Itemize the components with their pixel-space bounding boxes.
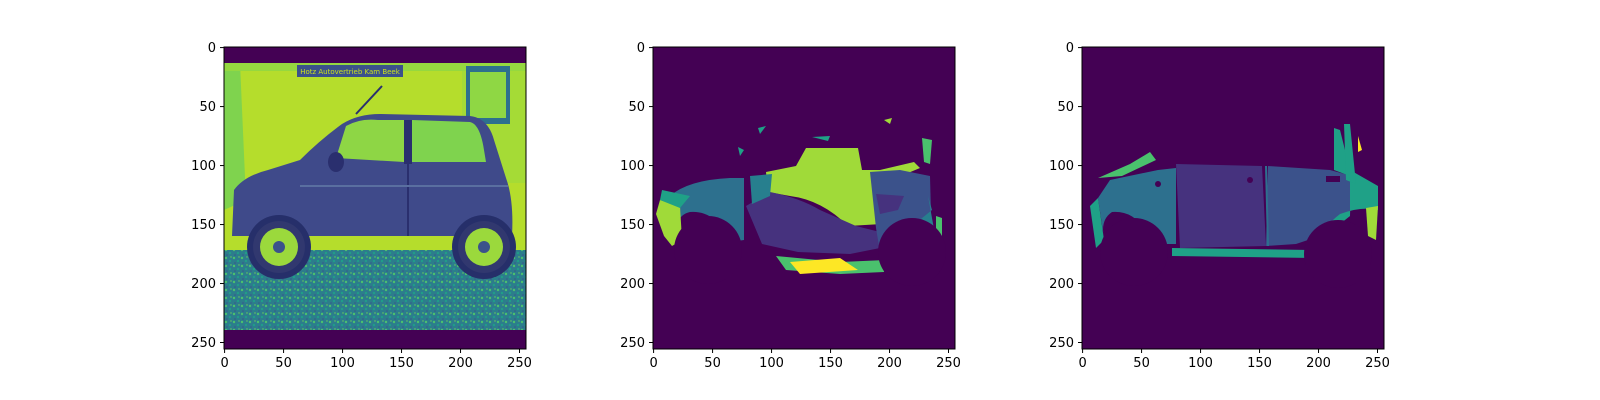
x-tick-label: 200 xyxy=(448,356,473,371)
y-tick-label: 50 xyxy=(199,100,216,115)
y-tick-label: 150 xyxy=(620,218,645,233)
y-tick-label: 100 xyxy=(1049,159,1074,174)
x-tick-label: 100 xyxy=(1188,356,1213,371)
car-window-front xyxy=(336,119,404,162)
x-tick-label: 50 xyxy=(275,356,292,371)
y-tick-label: 100 xyxy=(191,159,216,174)
y-tick-label: 250 xyxy=(1049,336,1074,351)
x-tick-label: 200 xyxy=(877,356,902,371)
y-tick-label: 250 xyxy=(191,336,216,351)
x-tick-label: 250 xyxy=(507,356,532,371)
x-tick-label: 250 xyxy=(936,356,961,371)
y-tick-label: 200 xyxy=(1049,277,1074,292)
y-tick-label: 50 xyxy=(628,100,645,115)
x-tick-label: 100 xyxy=(759,356,784,371)
car-wheel-rear xyxy=(458,221,510,273)
sign-board xyxy=(297,65,403,77)
axes-frame xyxy=(652,46,956,350)
y-tick-label: 0 xyxy=(637,41,645,56)
y-tick-label: 200 xyxy=(620,277,645,292)
y-tick-label: 150 xyxy=(191,218,216,233)
sign-text: Hotz Autovertrieb Kam Beek xyxy=(300,68,401,76)
x-tick-label: 150 xyxy=(1247,356,1272,371)
x-tick-label: 100 xyxy=(330,356,355,371)
mask-a-image xyxy=(653,47,955,349)
x-tick-label: 0 xyxy=(220,356,228,371)
y-tick-label: 50 xyxy=(1057,100,1074,115)
x-tick-label: 250 xyxy=(1365,356,1390,371)
car-wheel-front xyxy=(253,221,305,273)
axes-frame xyxy=(1081,46,1385,350)
x-tick-label: 150 xyxy=(389,356,414,371)
panel-mask-b xyxy=(1081,46,1385,350)
x-tick-label: 50 xyxy=(704,356,721,371)
x-tick-label: 50 xyxy=(1133,356,1150,371)
panel-photo: Hotz Autovertrieb Kam Beek xyxy=(223,46,527,350)
mask-b-image xyxy=(1082,47,1384,349)
axis-ticks: 0 50 100 150 200 250 0 50 100 150 200 250 0 50 100 150 2… xyxy=(191,41,1390,371)
photo-image: Hotz Autovertrieb Kam Beek xyxy=(224,47,526,349)
y-tick-label: 0 xyxy=(1066,41,1074,56)
y-tick-label: 250 xyxy=(620,336,645,351)
y-tick-label: 200 xyxy=(191,277,216,292)
y-tick-label: 150 xyxy=(1049,218,1074,233)
car-window-rear xyxy=(412,120,486,162)
y-tick-label: 0 xyxy=(208,41,216,56)
x-tick-label: 150 xyxy=(818,356,843,371)
y-tick-label: 100 xyxy=(620,159,645,174)
panel-mask-a xyxy=(652,46,956,350)
axes-frame xyxy=(223,46,527,350)
x-tick-label: 200 xyxy=(1306,356,1331,371)
x-tick-label: 0 xyxy=(649,356,657,371)
x-tick-label: 0 xyxy=(1078,356,1086,371)
